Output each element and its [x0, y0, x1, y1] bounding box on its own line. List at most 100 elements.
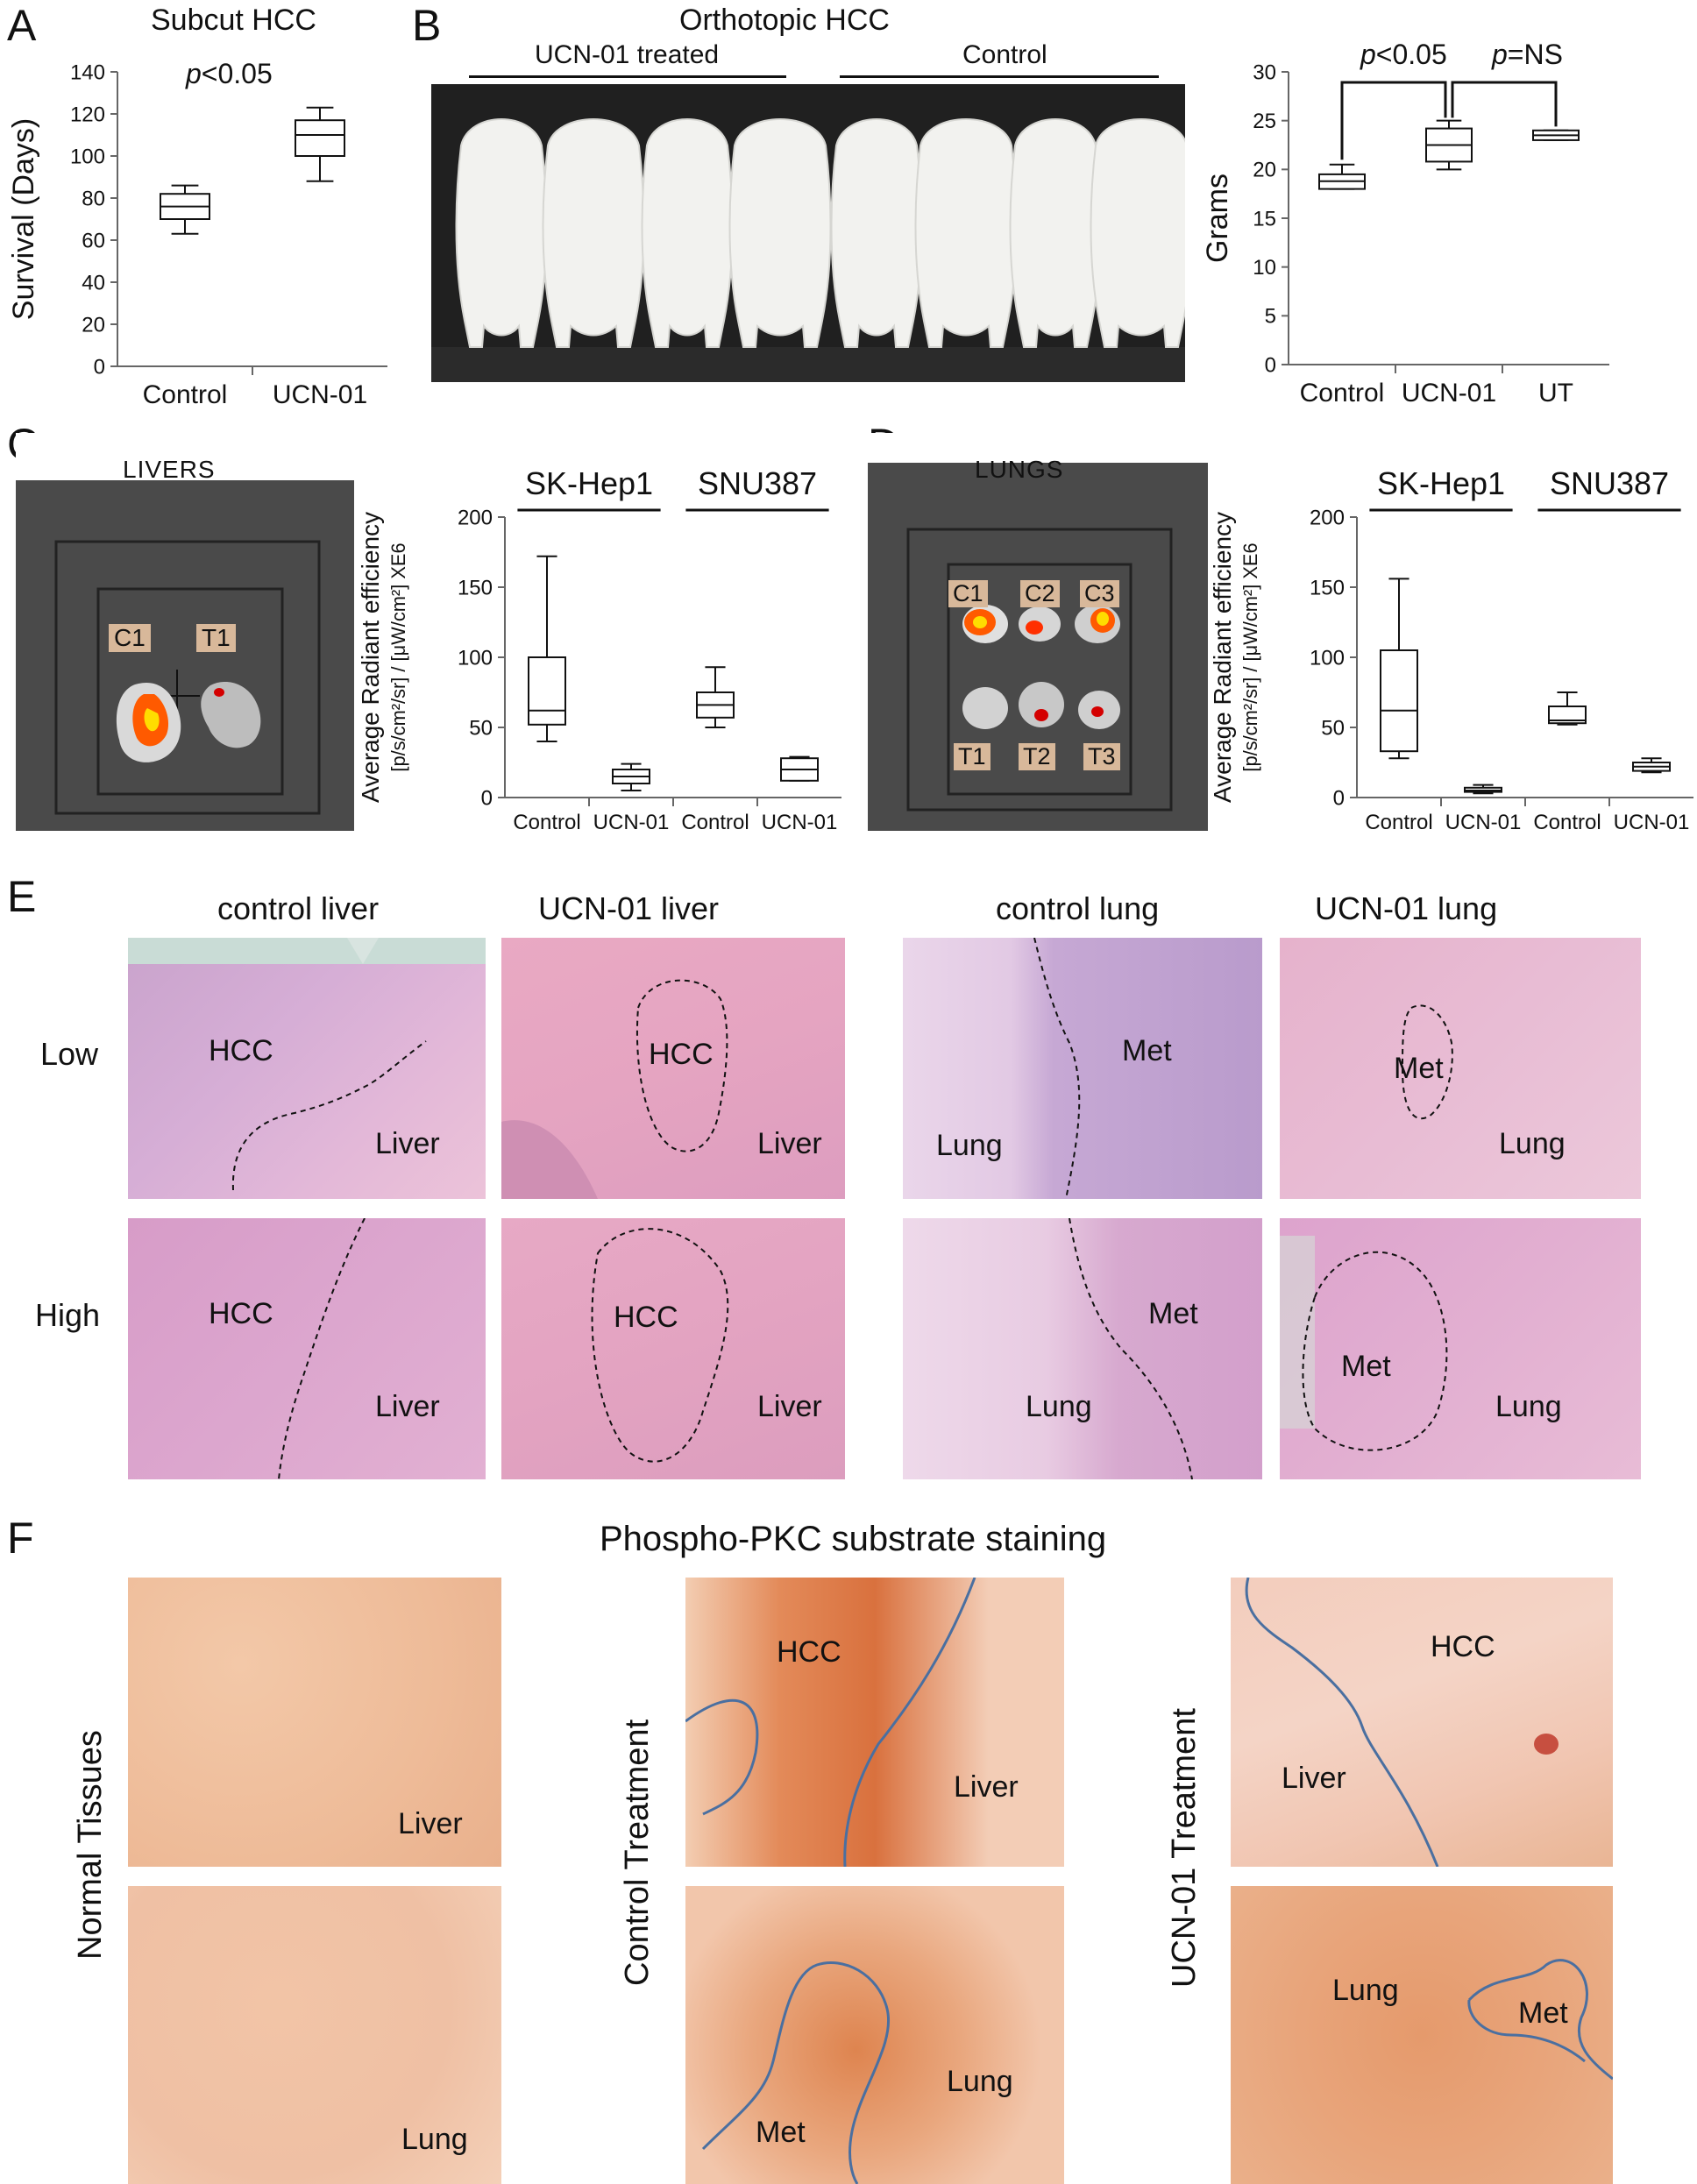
- label-liver: Liver: [1282, 1762, 1346, 1795]
- box: [1548, 706, 1587, 725]
- ihc-control-met: Met Lung: [685, 1886, 1064, 2184]
- row-label-normal-tissues: Normal Tissues: [72, 1730, 109, 1960]
- y-tick-label: 5: [1265, 305, 1276, 329]
- lungs-image: [868, 433, 1208, 831]
- y-tick-label: 50: [469, 716, 493, 740]
- y-tick-label: 40: [82, 271, 105, 294]
- tag-c2-lung: C2: [1020, 580, 1060, 607]
- y-tick-label: 60: [82, 229, 105, 252]
- mouse-silhouette: [914, 118, 1018, 348]
- mouse-silhouette: [728, 118, 832, 348]
- panel-b-pvalue-2: p=NS: [1492, 39, 1563, 70]
- livers-image: [16, 433, 354, 831]
- tag-t1-lung: T1: [954, 743, 991, 770]
- box: [295, 119, 345, 157]
- label-hcc: HCC: [649, 1038, 714, 1071]
- y-tick-label: 20: [1253, 159, 1276, 182]
- y-tick-label: 80: [82, 187, 105, 210]
- row-label-control-treatment: Control Treatment: [619, 1719, 656, 1986]
- label-hcc: HCC: [1431, 1630, 1495, 1663]
- label-met: Met: [1341, 1350, 1391, 1383]
- panel-letter-a: A: [7, 1, 37, 50]
- label-hcc: HCC: [614, 1301, 678, 1334]
- tag-c1: C1: [109, 624, 151, 652]
- mouse-silhouette: [1009, 118, 1102, 348]
- group-line-control: [840, 75, 1159, 78]
- group-line-treated: [469, 75, 786, 78]
- y-tick-label: 0: [94, 355, 105, 379]
- panel-letter-e: E: [7, 872, 37, 921]
- x-category-label: Control: [681, 811, 749, 834]
- tag-t3-lung: T3: [1083, 743, 1120, 770]
- tag-c1-lung: C1: [948, 580, 988, 607]
- y-tick-label: 50: [1321, 716, 1345, 740]
- mouse-silhouette: [542, 118, 645, 348]
- label-met: Met: [1518, 1996, 1568, 2030]
- mice-photo: [431, 84, 1185, 382]
- y-tick-label: 120: [70, 103, 105, 126]
- histology-ucn-liver-low: HCC Liver: [501, 938, 845, 1199]
- label-hcc: HCC: [209, 1297, 273, 1330]
- x-category-label: Control: [1365, 811, 1432, 834]
- chart-b: 0 5 10 15 20 25 30 Control UCN-01 UT Grams: [1201, 60, 1609, 408]
- panel-a-pvalue: p<0.05: [186, 58, 273, 89]
- label-liver: Liver: [757, 1390, 822, 1423]
- x-category-label: Control: [143, 380, 228, 409]
- x-category-label: UCN-01: [1614, 811, 1690, 834]
- tag-c3-lung: C3: [1080, 580, 1119, 607]
- row-label-high: High: [35, 1297, 101, 1333]
- label-met: Met: [1122, 1034, 1172, 1067]
- panel-b-pvalue-1: p<0.05: [1360, 39, 1447, 70]
- panel-f-title: Phospho-PKC substrate staining: [600, 1520, 1107, 1558]
- lungs-image-title: LUNGS: [975, 456, 1064, 483]
- label-met: Met: [1148, 1297, 1198, 1330]
- significance-bracket: [1340, 81, 1447, 160]
- x-category-label: UT: [1538, 379, 1573, 408]
- y-axis-label: Survival (Days): [7, 118, 40, 320]
- row-label-low: Low: [40, 1036, 99, 1072]
- y-axis-label: Average Radiant efficiency: [357, 512, 384, 803]
- chart-a: 0 20 40 60 80 100 120 140 Control UCN-01 Survival …: [7, 60, 387, 409]
- label-lung: Lung: [1495, 1390, 1562, 1423]
- y-tick-label: 100: [1310, 646, 1345, 670]
- histology-control-lung-high: Met Lung: [903, 1218, 1262, 1479]
- group-label-treated: UCN-01 treated: [535, 40, 720, 69]
- panel-letter-f: F: [7, 1514, 34, 1563]
- ihc-normal-liver: Liver: [128, 1578, 501, 1867]
- y-tick-label: 25: [1253, 110, 1276, 133]
- label-met: Met: [756, 2116, 806, 2149]
- label-liver: Liver: [375, 1127, 440, 1160]
- label-lung: Lung: [401, 2123, 468, 2156]
- x-category-label: UCN-01: [762, 811, 838, 834]
- x-category-label: UCN-01: [1445, 811, 1522, 834]
- mice-illustration: [431, 84, 1185, 382]
- y-tick-label: 10: [1253, 256, 1276, 280]
- label-hcc: HCC: [209, 1034, 273, 1067]
- x-category-label: UCN-01: [593, 811, 670, 834]
- label-liver: Liver: [954, 1770, 1019, 1804]
- y-tick-label: 30: [1253, 60, 1276, 84]
- group-label-control: Control: [962, 40, 1047, 69]
- label-liver: Liver: [757, 1127, 822, 1160]
- label-lung: Lung: [1499, 1127, 1566, 1160]
- row-label-ucn-treatment: UCN-01 Treatment: [1166, 1708, 1203, 1988]
- panel-a-title: Subcut HCC: [151, 4, 316, 37]
- group-label: SK-Hep1: [1377, 465, 1505, 501]
- label-liver: Liver: [375, 1390, 440, 1423]
- label-lung: Lung: [1332, 1974, 1399, 2007]
- y-tick-label: 150: [1310, 576, 1345, 599]
- ihc-control-hcc: HCC Liver: [685, 1578, 1064, 1867]
- histology-control-liver-low: HCC Liver: [128, 938, 486, 1199]
- significance-bracket: [1451, 81, 1558, 127]
- histology-ucn-lung-high: Met Lung: [1280, 1218, 1641, 1479]
- ihc-normal-lung: Lung: [128, 1886, 501, 2184]
- col-header-ucn-lung: UCN-01 lung: [1315, 890, 1498, 926]
- y-axis-label: Grams: [1201, 174, 1234, 263]
- box: [1380, 649, 1418, 753]
- label-lung: Lung: [947, 2065, 1013, 2098]
- histology-ucn-liver-high: HCC Liver: [501, 1218, 845, 1479]
- panel-b-title: Orthotopic HCC: [679, 4, 890, 37]
- col-header-ucn-liver: UCN-01 liver: [538, 890, 720, 926]
- y-tick-label: 100: [70, 145, 105, 168]
- y-tick-label: 0: [1265, 353, 1276, 377]
